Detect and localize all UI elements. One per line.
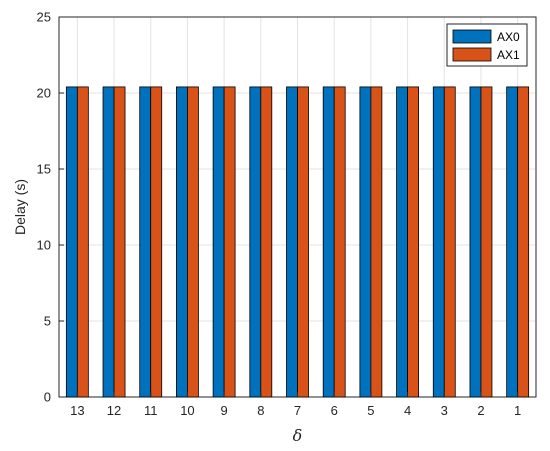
bar-ax1 — [150, 86, 163, 398]
x-tick-label: 12 — [107, 403, 121, 418]
x-tick-label: 2 — [477, 403, 484, 418]
bar-ax0 — [249, 86, 262, 398]
bar-ax1 — [260, 86, 273, 398]
y-axis-label: Delay (s) — [12, 179, 28, 235]
bar-ax0 — [212, 86, 225, 398]
x-tick-label: 10 — [180, 403, 194, 418]
bar-ax1 — [187, 86, 199, 398]
bar-ax1 — [76, 86, 89, 398]
y-axis-ticks: 0 5 10 15 20 25 — [37, 10, 64, 405]
bar-ax0 — [396, 86, 408, 398]
y-tick-label: 5 — [44, 314, 51, 329]
x-axis-ticks: 13 12 11 10 9 8 7 6 5 4 3 2 1 — [70, 392, 521, 418]
y-tick-label: 15 — [37, 162, 51, 177]
bar-ax0 — [286, 86, 298, 398]
y-tick-label: 10 — [37, 238, 51, 253]
x-tick-label: 11 — [144, 403, 158, 418]
bar-ax0 — [102, 86, 115, 398]
legend-swatch-ax0 — [452, 29, 492, 44]
legend-swatch-ax1 — [452, 47, 492, 62]
x-tick-label: 7 — [294, 403, 301, 418]
y-tick-label: 25 — [37, 10, 51, 25]
bar-ax0 — [139, 86, 152, 398]
y-tick-label: 0 — [44, 390, 51, 405]
bar-ax1 — [517, 86, 530, 398]
bar-ax1 — [407, 86, 419, 398]
x-tick-label: 9 — [220, 403, 227, 418]
bar-ax1 — [297, 86, 309, 398]
x-tick-label: 5 — [367, 403, 374, 418]
bar-ax0 — [469, 86, 482, 398]
bar-ax0 — [432, 86, 445, 398]
x-tick-label: 6 — [331, 403, 338, 418]
bar-ax0 — [176, 86, 188, 398]
legend-label-ax1: AX1 — [497, 48, 520, 62]
bar-ax0 — [322, 86, 335, 398]
x-tick-label: 4 — [404, 403, 411, 418]
bar-ax1 — [113, 86, 126, 398]
x-axis-label: δ — [293, 426, 303, 445]
bar-ax1 — [333, 86, 346, 398]
y-tick-label: 20 — [37, 86, 51, 101]
bar-ax1 — [223, 86, 236, 398]
bar-ax1 — [480, 86, 493, 398]
x-tick-label: 1 — [514, 403, 521, 418]
bar-ax0 — [506, 86, 519, 398]
legend-label-ax0: AX0 — [497, 30, 520, 44]
bar-ax1 — [370, 86, 383, 398]
bar-group — [65, 86, 530, 398]
bar-ax1 — [443, 86, 456, 398]
bar-ax0 — [65, 86, 78, 398]
x-tick-label: 8 — [257, 403, 264, 418]
x-tick-label: 3 — [441, 403, 448, 418]
bar-ax0 — [359, 86, 372, 398]
x-tick-label: 13 — [70, 403, 84, 418]
